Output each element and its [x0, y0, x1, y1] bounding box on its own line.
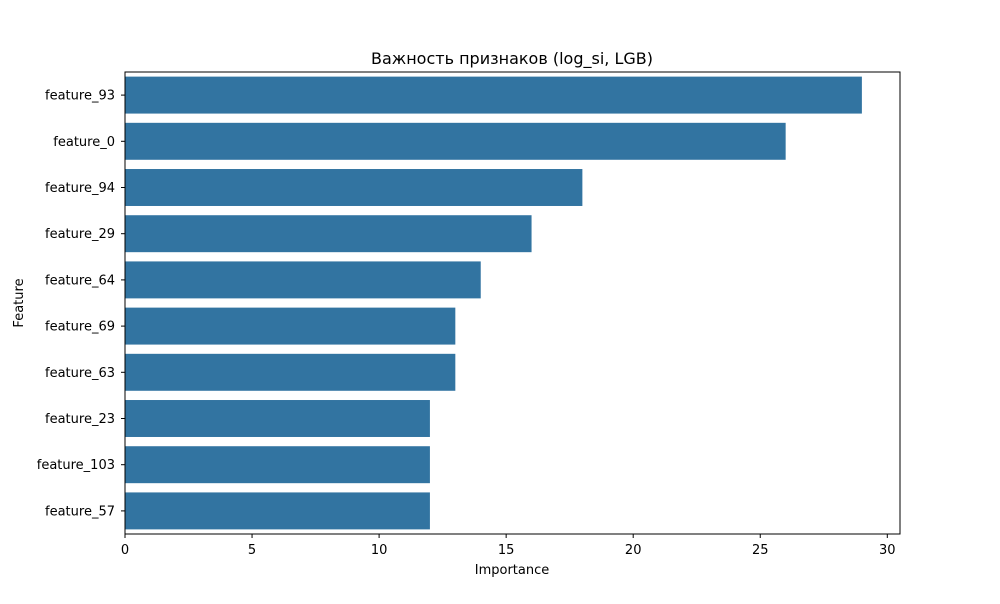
bar-feature_94: [125, 169, 583, 206]
bars-layer: [125, 76, 862, 530]
y-tick-label: feature_0: [53, 135, 115, 150]
x-tick-label: 20: [625, 543, 642, 558]
y-tick-label: feature_94: [45, 181, 115, 196]
bar-feature_103: [125, 446, 430, 484]
y-tick-label: feature_57: [45, 504, 115, 519]
bar-feature_64: [125, 261, 481, 299]
x-tick-label: 15: [498, 543, 515, 558]
bar-feature_93: [125, 76, 862, 114]
y-ticks: feature_93 feature_0 feature_94 feature_29f…: [37, 89, 125, 519]
bar-feature_69: [125, 307, 456, 345]
y-tick-label: feature_103: [37, 458, 115, 473]
y-tick-label: feature_29: [45, 227, 115, 242]
bar-feature_57: [125, 492, 430, 530]
plot-frame: [124, 71, 901, 535]
x-tick-label: 25: [752, 543, 769, 558]
x-axis-label: Importance: [475, 563, 550, 578]
x-tick-label: 30: [879, 543, 896, 558]
bar-feature_63: [125, 353, 456, 391]
chart-title: Важность признаков (log_si, LGB): [371, 49, 653, 69]
y-tick-label: feature_93: [45, 89, 115, 104]
y-tick-label: feature_23: [45, 412, 115, 427]
y-tick-label: feature_64: [45, 273, 115, 288]
y-tick-label: feature_63: [45, 366, 115, 381]
x-ticks: 0 5 10 15 20 25 30: [121, 534, 896, 558]
x-tick-label: 10: [371, 543, 388, 558]
x-tick-label: 0: [121, 543, 129, 558]
bar-feature_29: [125, 215, 532, 253]
y-tick-label: feature_69: [45, 320, 115, 335]
y-axis-label: Feature: [12, 278, 27, 327]
x-tick-label: 5: [248, 543, 256, 558]
bar-feature_23: [125, 400, 430, 437]
bar-feature_0: [125, 122, 786, 160]
